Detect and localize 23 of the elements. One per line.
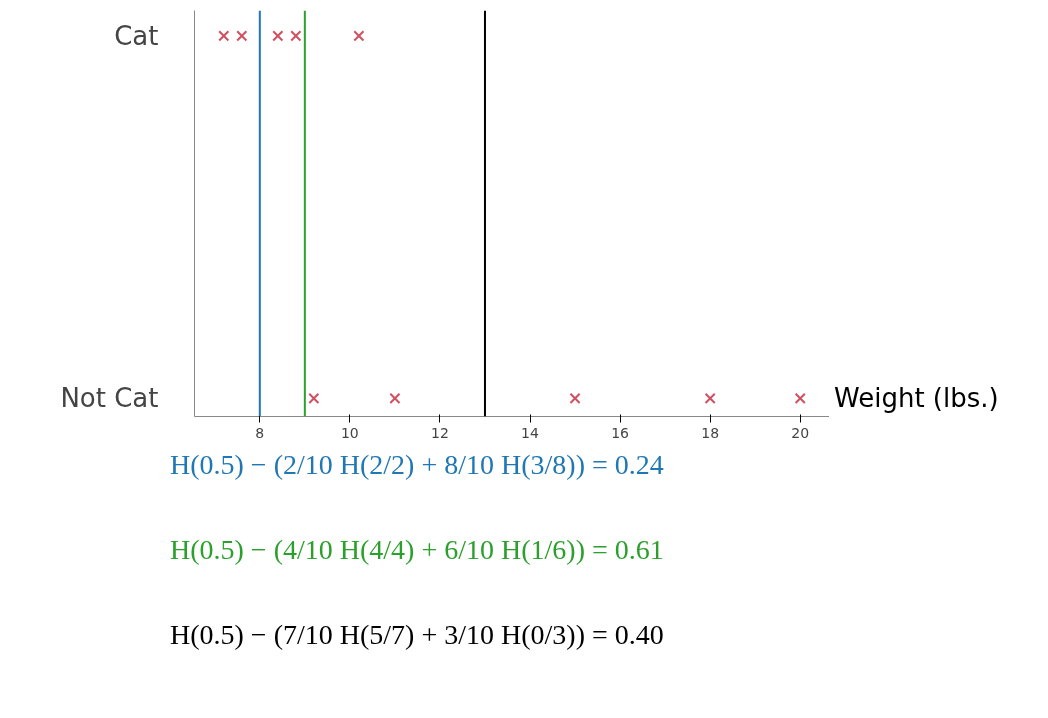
x-axis-title: Weight (lbs.) [834,382,999,415]
point [569,392,581,404]
x-tick-label: 20 [791,424,810,441]
y-tick-label: Not Cat [60,383,159,414]
x-tick-label: 8 [255,424,265,441]
text: H(0.5) − (7/10 H(5/7) + 3/10 H(0/3)) = 0.40 [170,618,664,652]
x-tick-label: 16 [611,424,630,441]
point [353,30,365,42]
point [389,392,401,404]
x-tick-label: 18 [701,424,720,441]
point [290,30,302,42]
x-tick-label: 14 [521,424,540,441]
x-tick-label: 12 [431,424,449,441]
point [236,30,248,42]
point [272,30,284,42]
point [218,30,230,42]
point [794,392,806,404]
x-tick-label: 10 [340,424,359,441]
annotation: H(0.5) − (4/10 H(4/4) + 6/10 H(1/6)) = 0.61 [170,533,664,567]
y-tick-label: Cat [114,20,159,51]
point [308,392,320,404]
point [704,392,716,404]
annotation: H(0.5) − (2/10 H(2/2) + 8/10 H(3/8)) = 0.24 [170,448,664,482]
